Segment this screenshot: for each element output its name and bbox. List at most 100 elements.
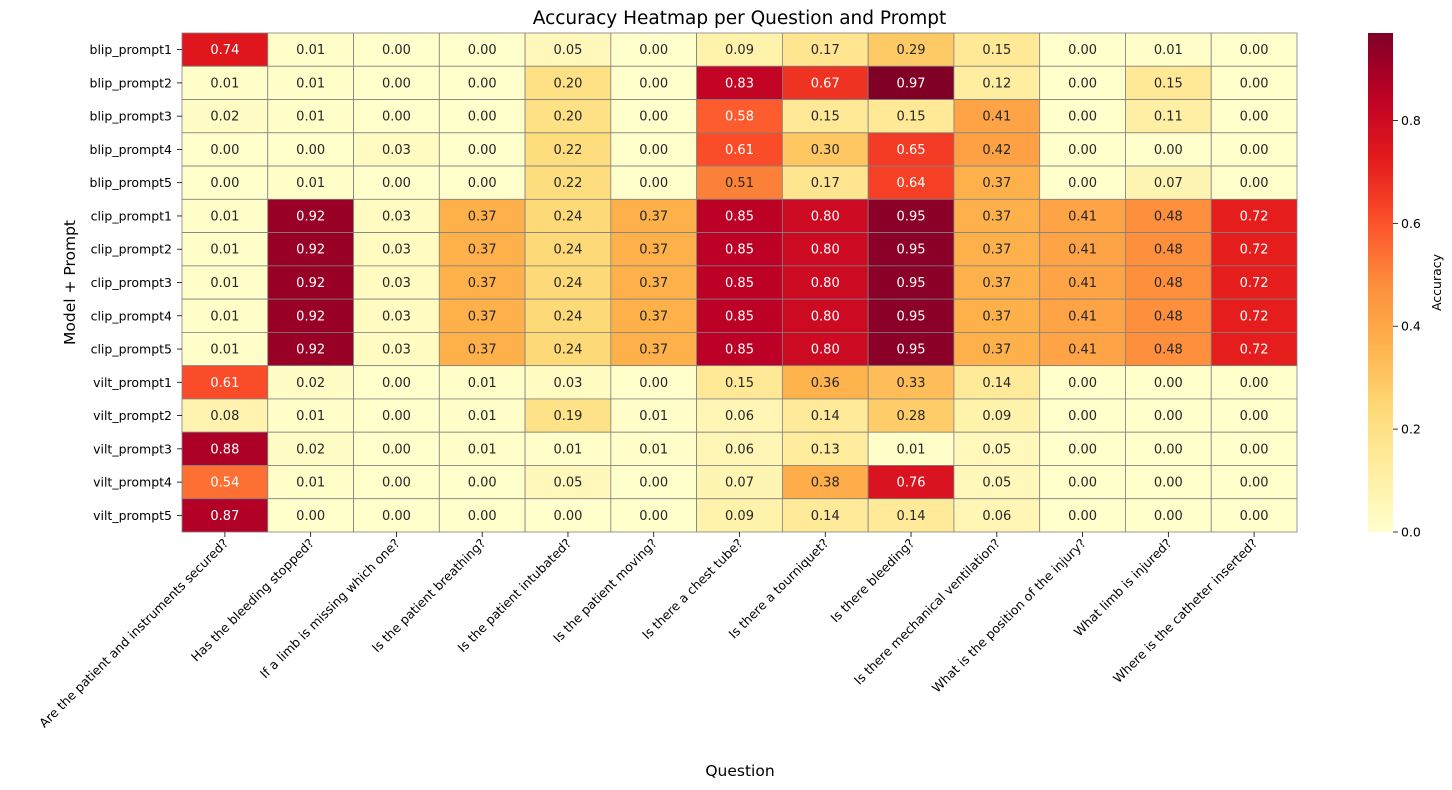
cell-value-label: 0.15 (982, 43, 1011, 58)
heatmap-cell (353, 298, 440, 333)
cell-value-label: 0.00 (1068, 409, 1097, 424)
heatmap-cell (438, 265, 526, 300)
cell-value-label: 0.48 (1154, 243, 1183, 258)
heatmap-cell (610, 498, 698, 533)
cell-value-label: 0.41 (1068, 209, 1097, 224)
heatmap-cell (610, 132, 698, 167)
heatmap-cell (438, 232, 526, 267)
cell-value-label: 0.00 (210, 176, 239, 191)
heatmap-cell (696, 265, 783, 300)
column-label: Is there mechanical ventilation? (851, 536, 1003, 688)
heatmap-cell (353, 331, 440, 367)
cell-value-label: 0.42 (982, 143, 1011, 158)
cell-value-label: 0.01 (468, 409, 497, 424)
heatmap-cell (867, 465, 955, 500)
cell-value-label: 0.01 (210, 276, 239, 291)
heatmap-cell (524, 398, 612, 433)
heatmap-cell (438, 198, 526, 233)
heatmap-cell (610, 65, 698, 100)
cell-value-label: 0.17 (811, 176, 840, 191)
heatmap-cell (1039, 265, 1126, 300)
row-label: vilt_prompt3 (93, 441, 172, 456)
cell-value-label: 0.02 (296, 376, 325, 391)
cell-value-label: 0.48 (1154, 209, 1183, 224)
cell-value-label: 0.51 (725, 176, 754, 191)
cell-value-label: 0.24 (553, 309, 582, 324)
cell-value-label: 0.00 (639, 43, 668, 58)
heatmap-cell (267, 331, 354, 367)
heatmap-cell (1210, 465, 1298, 500)
heatmap-cell (696, 165, 783, 200)
row-label: vilt_prompt4 (93, 475, 172, 490)
cell-value-label: 0.28 (897, 409, 926, 424)
cell-value-label: 0.85 (725, 243, 754, 258)
cell-value-label: 0.00 (1240, 143, 1269, 158)
heatmap-cell (781, 298, 869, 333)
cell-value-label: 0.85 (725, 276, 754, 291)
cell-value-label: 0.01 (296, 76, 325, 91)
heatmap-cell (610, 465, 698, 500)
cell-value-label: 0.01 (210, 243, 239, 258)
cell-value-label: 0.00 (382, 176, 411, 191)
cell-value-label: 0.15 (1154, 76, 1183, 91)
cell-value-label: 0.00 (382, 43, 411, 58)
row-labels: blip_prompt1 blip_prompt2 blip_prompt3blip… (90, 42, 182, 523)
cell-value-label: 0.41 (1068, 343, 1097, 358)
cell-value-label: 0.72 (1240, 276, 1269, 291)
cell-value-label: 0.92 (296, 309, 325, 324)
cell-value-label: 0.07 (725, 476, 754, 491)
cell-value-label: 0.00 (382, 376, 411, 391)
heatmap-cell (524, 198, 612, 233)
cell-value-label: 0.00 (1068, 76, 1097, 91)
cell-value-label: 0.01 (468, 442, 497, 457)
heatmap-cell (181, 132, 269, 167)
cell-value-label: 0.09 (982, 409, 1011, 424)
heatmap-cell (181, 498, 269, 533)
heatmap-cell (867, 331, 955, 367)
cell-value-label: 0.00 (382, 476, 411, 491)
cell-value-label: 0.37 (468, 309, 497, 324)
heatmap-cell (1210, 431, 1298, 466)
cell-value-label: 0.00 (639, 509, 668, 524)
cell-value-label: 0.09 (725, 43, 754, 58)
heatmap-cell (1210, 265, 1298, 300)
heatmap-cell (953, 65, 1041, 100)
row-label: clip_prompt3 (91, 275, 172, 290)
heatmap-cell (610, 265, 698, 300)
cell-value-label: 0.03 (382, 243, 411, 258)
heatmap-cell (438, 298, 526, 333)
heatmap-cell (438, 365, 526, 400)
column-label: What is the position of the injury? (929, 536, 1089, 696)
cell-value-label: 0.01 (639, 442, 668, 457)
cell-value-label: 0.65 (897, 143, 926, 158)
cell-value-label: 0.41 (1068, 309, 1097, 324)
cell-value-label: 0.00 (1154, 376, 1183, 391)
heatmap-cell (353, 398, 440, 433)
cell-value-label: 0.83 (725, 76, 754, 91)
cell-value-label: 0.03 (553, 376, 582, 391)
heatmap-cell (953, 132, 1041, 167)
heatmap-cell (353, 65, 440, 100)
cell-value-label: 0.01 (296, 176, 325, 191)
heatmap-cell (267, 398, 354, 433)
cell-value-label: 0.05 (982, 476, 1011, 491)
column-label: Is there a tourniquet? (726, 536, 832, 642)
cell-value-label: 0.92 (296, 343, 325, 358)
cell-value-label: 0.37 (982, 209, 1011, 224)
y-axis-label: Model + Prompt (61, 220, 79, 345)
cell-value-label: 0.00 (639, 110, 668, 125)
colorbar-tick-label: 0.8 (1401, 113, 1421, 128)
heatmap-cell (781, 265, 869, 300)
cell-value-label: 0.92 (296, 276, 325, 291)
column-labels: Are the patient and instruments secured?… (36, 532, 1260, 730)
heatmap-cell (1210, 331, 1298, 367)
cell-value-label: 0.72 (1240, 309, 1269, 324)
heatmap-cell (953, 465, 1041, 500)
cell-value-label: 0.48 (1154, 343, 1183, 358)
heatmap-cell (867, 298, 955, 333)
heatmap-cell (781, 32, 869, 67)
cell-value-label: 0.01 (296, 43, 325, 58)
heatmap-cell (1210, 165, 1298, 200)
cell-value-label: 0.37 (468, 209, 497, 224)
cell-value-label: 0.33 (897, 376, 926, 391)
